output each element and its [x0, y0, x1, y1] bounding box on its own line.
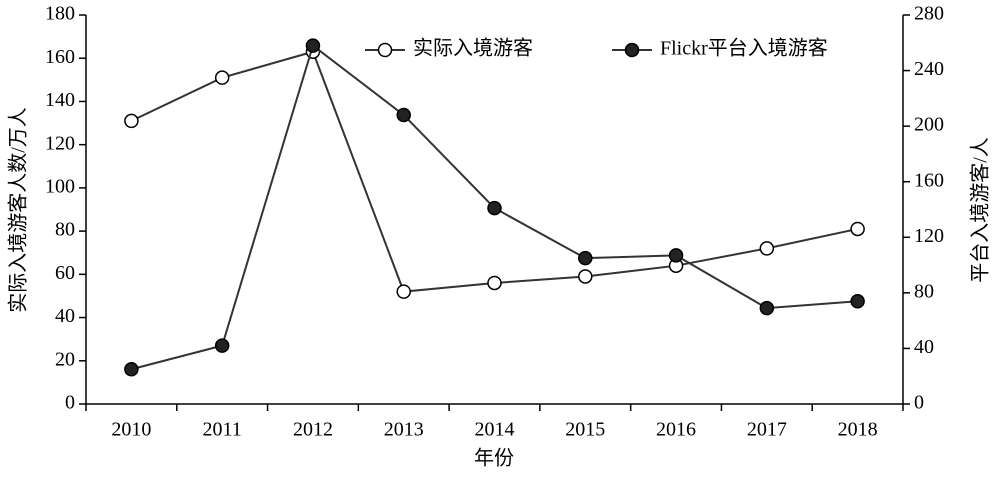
y-tick-label: 20	[55, 348, 75, 370]
legend-label: 实际入境游客	[413, 37, 533, 60]
x-tick-label: 2012	[293, 419, 333, 441]
y-tick-label: 100	[45, 175, 75, 197]
y2-tick-label: 280	[914, 3, 944, 25]
data-point	[305, 38, 321, 53]
y2-tick-label: 0	[914, 392, 924, 414]
data-point	[578, 250, 593, 266]
y-axis-label: 实际入境游客人数/万人	[7, 107, 30, 313]
data-point	[396, 107, 411, 123]
x-tick-label: 2015	[565, 419, 605, 441]
series-line	[130, 50, 858, 293]
y-tick-label: 120	[45, 132, 75, 154]
y-tick-label: 40	[55, 305, 75, 327]
data-point	[124, 362, 139, 377]
data-point	[759, 300, 775, 316]
y2-tick-label: 200	[914, 114, 944, 136]
x-axis-label: 年份	[474, 447, 514, 470]
x-tick-label: 2013	[384, 419, 424, 441]
data-point	[487, 275, 502, 291]
y2-tick-label: 160	[914, 169, 944, 191]
data-point	[759, 241, 775, 256]
y2-tick-label: 240	[914, 58, 944, 80]
data-point	[850, 221, 865, 237]
x-tick-label: 2011	[203, 419, 242, 441]
y2-tick-label: 120	[914, 225, 944, 247]
y-tick-label: 80	[55, 219, 75, 241]
y2-axis-label: 平台入境游客/人	[969, 137, 992, 283]
y-tick-label: 60	[55, 262, 75, 284]
data-point	[124, 113, 139, 129]
legend-marker	[377, 42, 393, 58]
data-point	[214, 338, 230, 353]
y-tick-label: 140	[45, 89, 75, 111]
x-tick-label: 2016	[656, 419, 696, 441]
legend-label: Flickr平台入境游客	[660, 37, 828, 60]
legend-marker	[624, 42, 640, 58]
y2-tick-label: 80	[914, 280, 934, 302]
x-tick-label: 2017	[747, 419, 787, 441]
data-point	[578, 269, 593, 284]
data-point	[396, 284, 411, 299]
data-point	[850, 293, 865, 309]
data-point	[487, 200, 502, 216]
y-tick-label: 160	[45, 46, 75, 68]
y-tick-label: 0	[65, 392, 75, 414]
y2-tick-label: 40	[914, 336, 934, 358]
x-tick-label: 2018	[838, 419, 878, 441]
y-tick-label: 180	[45, 3, 75, 25]
data-point	[668, 248, 684, 263]
x-tick-label: 2010	[111, 419, 151, 441]
x-tick-label: 2014	[475, 419, 515, 441]
data-point	[214, 70, 230, 85]
